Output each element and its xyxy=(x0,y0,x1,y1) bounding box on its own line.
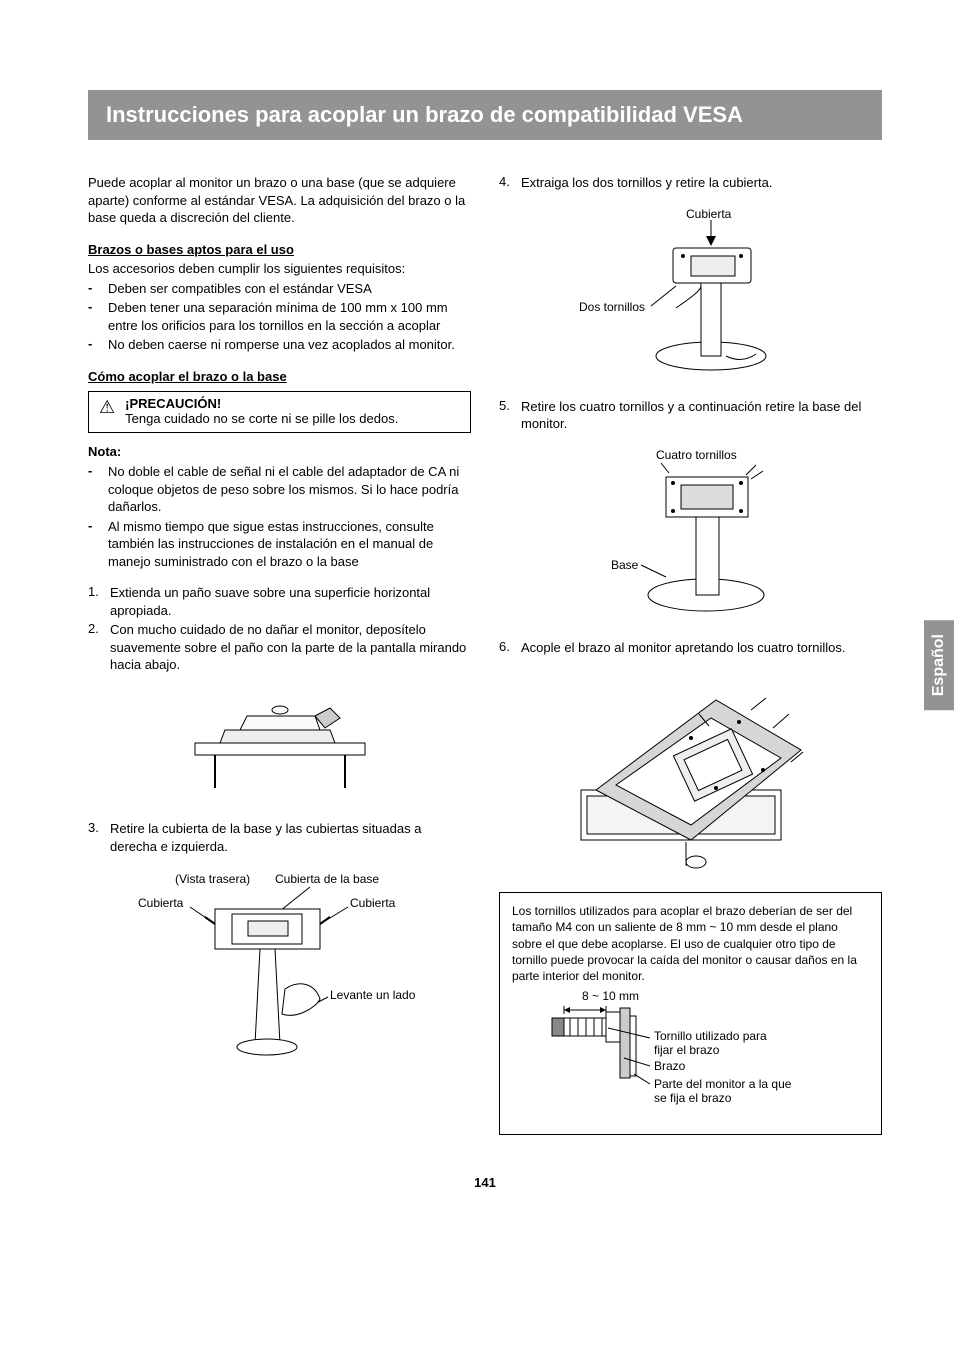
step-number: 1. xyxy=(88,584,110,619)
howto-heading: Cómo acoplar el brazo o la base xyxy=(88,368,471,386)
part-label-2: se fija el brazo xyxy=(654,1091,732,1105)
figure-step5: Cuatro tornillos Base xyxy=(499,447,882,617)
screw-label-1: Tornillo utilizado para xyxy=(654,1029,767,1043)
rear-view-label: (Vista trasera) xyxy=(175,872,250,886)
warning-icon: ⚠ xyxy=(99,398,115,416)
arms-heading: Brazos o bases aptos para el uso xyxy=(88,241,471,259)
page-title: Instrucciones para acoplar un brazo de c… xyxy=(88,90,882,140)
screw-spec-box: Los tornillos utilizados para acoplar el… xyxy=(499,892,882,1135)
arm-label: Brazo xyxy=(654,1059,686,1073)
list-item: Deben tener una separación mínima de 100… xyxy=(108,299,471,334)
fig4-screws-label: Dos tornillos xyxy=(579,300,645,314)
figure-step3: (Vista trasera) Cubierta de la base Cubi… xyxy=(88,869,471,1059)
list-item: Deben ser compatibles con el estándar VE… xyxy=(108,280,471,298)
cover-right-label: Cubierta xyxy=(350,896,396,910)
caution-label: ¡PRECAUCIÓN! xyxy=(125,396,398,411)
base-cover-label: Cubierta de la base xyxy=(275,872,379,886)
figure-step2 xyxy=(88,688,471,798)
step-text: Con mucho cuidado de no dañar el monitor… xyxy=(110,621,471,674)
list-item: No doble el cable de señal ni el cable d… xyxy=(108,463,471,516)
step-text: Retire la cubierta de la base y las cubi… xyxy=(110,820,471,855)
part-label-1: Parte del monitor a la que xyxy=(654,1077,792,1091)
step-text: Retire los cuatro tornillos y a continua… xyxy=(521,398,882,433)
list-item: No deben caerse ni romperse una vez acop… xyxy=(108,336,471,354)
step-number: 4. xyxy=(499,174,521,192)
fig5-base-label: Base xyxy=(611,558,639,572)
arms-bullet-list: -Deben ser compatibles con el estándar V… xyxy=(88,280,471,354)
step-number: 6. xyxy=(499,639,521,657)
step-text: Extienda un paño suave sobre una superfi… xyxy=(110,584,471,619)
note-bullet-list: -No doble el cable de señal ni el cable … xyxy=(88,463,471,570)
caution-text: Tenga cuidado no se corte ni se pille lo… xyxy=(125,411,398,426)
language-tab: Español xyxy=(924,620,954,710)
page-number: 141 xyxy=(88,1175,882,1190)
screw-label-1b: fijar el brazo xyxy=(654,1043,720,1057)
fig5-four-screws-label: Cuatro tornillos xyxy=(656,448,737,462)
screw-spec-text: Los tornillos utilizados para acoplar el… xyxy=(512,903,869,984)
arms-intro: Los accesorios deben cumplir los siguien… xyxy=(88,260,471,278)
content-columns: Puede acoplar al monitor un brazo o una … xyxy=(88,174,882,1135)
step-text: Acople el brazo al monitor apretando los… xyxy=(521,639,882,657)
fig4-cover-label: Cubierta xyxy=(686,207,732,221)
step-number: 5. xyxy=(499,398,521,433)
lift-label: Levante un lado xyxy=(330,988,416,1002)
step-number: 3. xyxy=(88,820,110,855)
note-label: Nota: xyxy=(88,443,471,461)
list-item: Al mismo tiempo que sigue estas instrucc… xyxy=(108,518,471,571)
caution-box: ⚠ ¡PRECAUCIÓN! Tenga cuidado no se corte… xyxy=(88,391,471,433)
intro-paragraph: Puede acoplar al monitor un brazo o una … xyxy=(88,174,471,227)
screw-len-label: 8 ~ 10 mm xyxy=(582,989,639,1003)
figure-step6 xyxy=(499,670,882,870)
figure-step4: Cubierta Dos tornillos xyxy=(499,206,882,376)
cover-left-label: Cubierta xyxy=(138,896,184,910)
step-text: Extraiga los dos tornillos y retire la c… xyxy=(521,174,882,192)
step-number: 2. xyxy=(88,621,110,674)
